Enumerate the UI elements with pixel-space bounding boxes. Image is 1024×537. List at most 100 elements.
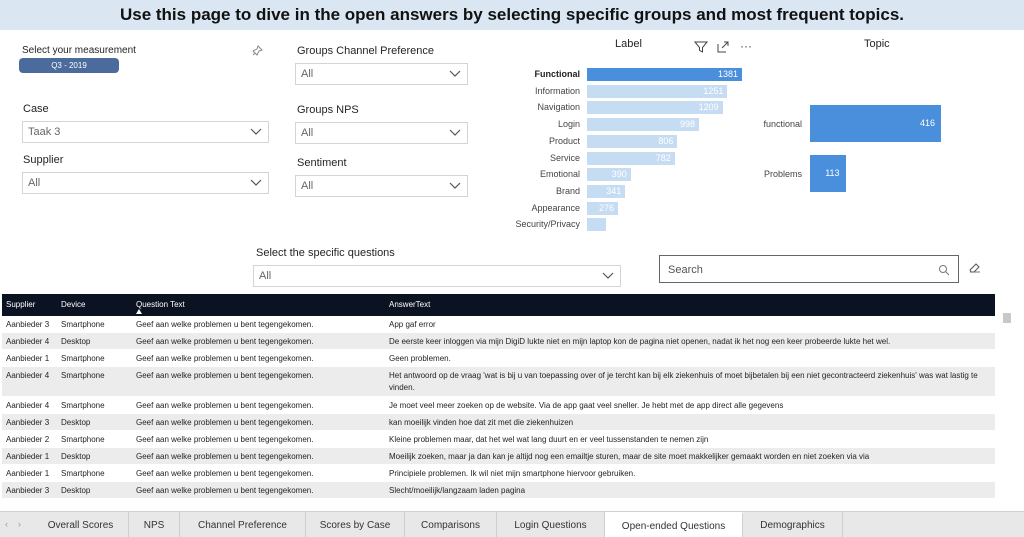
- table-cell: Aanbieder 1: [6, 354, 50, 363]
- table-row[interactable]: Aanbieder 4 Smartphone Geef aan welke prob…: [2, 397, 995, 414]
- bar[interactable]: [810, 105, 941, 142]
- table-cell: Smartphone: [61, 435, 105, 444]
- bar[interactable]: [587, 218, 606, 232]
- tab-scroll-left-icon[interactable]: ‹: [5, 519, 8, 529]
- bar-label: Emotional: [539, 169, 580, 180]
- column-header[interactable]: Device: [61, 300, 86, 309]
- chevron-down-icon: [250, 179, 262, 186]
- focus-mode-icon[interactable]: [716, 40, 730, 54]
- column-header[interactable]: Question Text: [136, 300, 185, 309]
- tab-channel-preference[interactable]: Channel Preference: [180, 512, 306, 537]
- bar[interactable]: [587, 84, 728, 98]
- bar[interactable]: [587, 184, 626, 198]
- table-cell: Het antwoord op de vraag 'wat is bij u v…: [389, 371, 978, 392]
- measurement-label: Select your measurement: [22, 45, 136, 56]
- supplier-dropdown[interactable]: All: [22, 172, 269, 194]
- table-scrollbar[interactable]: [1003, 313, 1011, 323]
- search-input[interactable]: Search: [668, 264, 703, 276]
- eraser-icon[interactable]: [968, 262, 981, 273]
- bar-label: Service: [549, 152, 580, 163]
- tab-scores-by-case[interactable]: Scores by Case: [306, 512, 405, 537]
- tab-overall-scores[interactable]: Overall Scores: [33, 512, 129, 537]
- bar[interactable]: [587, 134, 678, 148]
- table-cell: Geef aan welke problemen u bent tegengek…: [136, 486, 314, 495]
- table-cell: Smartphone: [61, 371, 105, 380]
- filter-icon[interactable]: [694, 40, 708, 54]
- table-header: Supplier Device Question Text AnswerText: [2, 294, 995, 316]
- table-cell: Desktop: [61, 486, 91, 495]
- bar-label: Brand: [555, 185, 580, 196]
- bar[interactable]: [587, 101, 723, 115]
- bar[interactable]: [587, 168, 631, 182]
- supplier-label: Supplier: [23, 154, 64, 166]
- table-row[interactable]: Aanbieder 1 Smartphone Geef aan welke prob…: [2, 465, 995, 482]
- tab-nps[interactable]: NPS: [129, 512, 180, 537]
- bar[interactable]: [587, 118, 699, 132]
- channel-label: Groups Channel Preference: [297, 45, 434, 57]
- questions-value: All: [259, 270, 272, 282]
- case-value: Taak 3: [28, 126, 61, 138]
- column-header[interactable]: Supplier: [6, 300, 36, 309]
- chevron-down-icon: [449, 70, 461, 77]
- table-cell: Kleine problemen maar, dat het wel wat l…: [389, 435, 709, 444]
- table-cell: Geef aan welke problemen u bent tegengek…: [136, 371, 314, 380]
- table-cell: Aanbieder 4: [6, 401, 50, 410]
- bar[interactable]: [587, 68, 742, 81]
- tab-comparisons[interactable]: Comparisons: [405, 512, 497, 537]
- tab-login-questions[interactable]: Login Questions: [497, 512, 605, 537]
- bar-label: Appearance: [531, 202, 580, 213]
- table-row[interactable]: Aanbieder 2 Smartphone Geef aan welke prob…: [2, 431, 995, 448]
- search-icon[interactable]: [938, 264, 950, 276]
- questions-dropdown[interactable]: All: [253, 265, 621, 287]
- table-cell: De eerste keer inloggen via mijn DigiD l…: [389, 337, 891, 346]
- table-cell: Geef aan welke problemen u bent tegengek…: [136, 469, 314, 478]
- table-row[interactable]: Aanbieder 3 Desktop Geef aan welke problem…: [2, 414, 995, 431]
- pin-icon[interactable]: [251, 45, 263, 57]
- table-cell: Smartphone: [61, 401, 105, 410]
- column-header[interactable]: AnswerText: [389, 300, 431, 309]
- table-cell: Desktop: [61, 418, 91, 427]
- table-cell: App gaf error: [389, 320, 436, 329]
- bar-label: Navigation: [537, 102, 580, 113]
- tab-scroll-right-icon[interactable]: ›: [18, 519, 21, 529]
- bar-value-label: 806: [658, 135, 674, 146]
- bar[interactable]: [587, 201, 618, 215]
- banner-text: Use this page to dive in the open answer…: [119, 5, 905, 24]
- case-dropdown[interactable]: Taak 3: [22, 121, 269, 143]
- table-row[interactable]: Aanbieder 4 Smartphone Geef aan welke prob…: [2, 367, 995, 397]
- channel-dropdown[interactable]: All: [295, 63, 468, 85]
- table-cell: Desktop: [61, 452, 91, 461]
- table-cell: kan moeilijk vinden hoe dat zit met die …: [389, 418, 574, 427]
- table-cell: Geef aan welke problemen u bent tegengek…: [136, 320, 314, 329]
- nps-dropdown[interactable]: All: [295, 122, 468, 144]
- bar-label: Login: [557, 119, 580, 130]
- chevron-down-icon: [449, 182, 461, 189]
- tab-open-ended-questions[interactable]: Open-ended Questions: [605, 512, 743, 537]
- table-cell: Aanbieder 4: [6, 371, 50, 380]
- tab-demographics[interactable]: Demographics: [743, 512, 843, 537]
- nps-label: Groups NPS: [297, 104, 359, 116]
- search-box[interactable]: Search: [659, 255, 959, 283]
- table-cell: Aanbieder 1: [6, 469, 50, 478]
- sentiment-value: All: [301, 180, 314, 192]
- more-options-icon[interactable]: ···: [740, 39, 752, 53]
- table-row[interactable]: Aanbieder 3 Smartphone Geef aan welke prob…: [2, 316, 995, 333]
- measurement-slicer[interactable]: Q3 - 2019: [19, 58, 119, 73]
- bar-label: Product: [548, 135, 580, 146]
- table-cell: Aanbieder 3: [6, 418, 50, 427]
- table-row[interactable]: Aanbieder 3 Desktop Geef aan welke problem…: [2, 482, 995, 499]
- answers-table: Supplier Device Question Text AnswerText…: [2, 294, 995, 499]
- table-row[interactable]: Aanbieder 4 Desktop Geef aan welke problem…: [2, 333, 995, 350]
- bar[interactable]: [587, 151, 675, 165]
- bar-value-label: 341: [606, 185, 622, 196]
- table-cell: Aanbieder 1: [6, 452, 50, 461]
- sentiment-dropdown[interactable]: All: [295, 175, 468, 197]
- table-cell: Smartphone: [61, 354, 105, 363]
- table-row[interactable]: Aanbieder 1 Smartphone Geef aan welke prob…: [2, 350, 995, 367]
- table-cell: Aanbieder 2: [6, 435, 50, 444]
- sort-ascending-icon: [136, 309, 142, 314]
- table-row[interactable]: Aanbieder 1 Desktop Geef aan welke problem…: [2, 448, 995, 465]
- table-cell: Principiele problemen. Ik wil niet mijn …: [389, 469, 636, 478]
- bar[interactable]: [810, 155, 846, 192]
